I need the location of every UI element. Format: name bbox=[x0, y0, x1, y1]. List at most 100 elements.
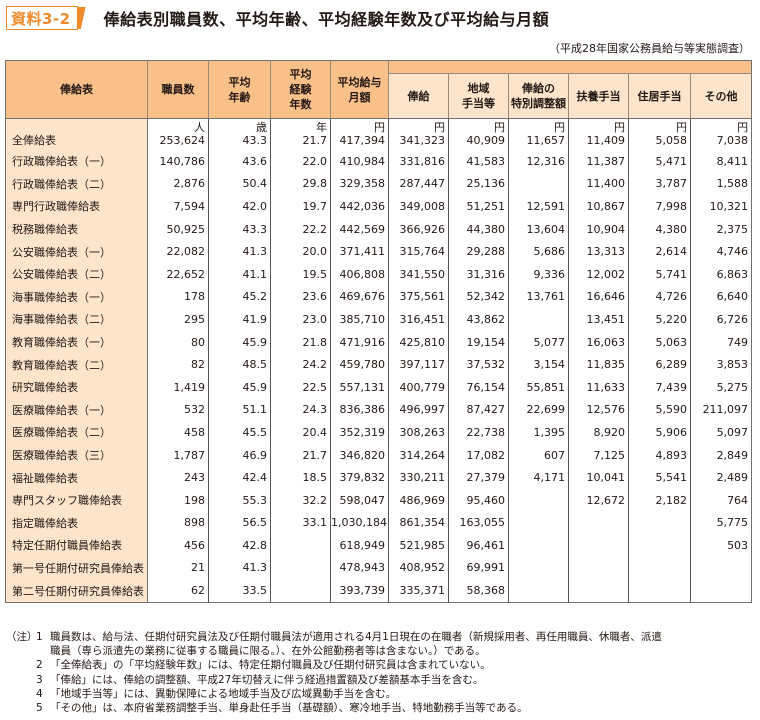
data-cell: 379,832 bbox=[330, 466, 389, 489]
table-row: 公安職俸給表（二） 22,652 41.1 19.5 406,808 341,550 31,… bbox=[5, 262, 752, 286]
data-cell: 417,394 bbox=[330, 134, 389, 150]
data-cell: 20.4 bbox=[270, 421, 331, 444]
row-label: 専門行政職俸給表 bbox=[5, 195, 148, 218]
unit-cell: 円 bbox=[737, 121, 749, 134]
table-row: 公安職俸給表（一） 22,082 41.3 20.0 371,411 315,764 29,… bbox=[5, 240, 752, 263]
data-cell: 410,984 bbox=[330, 150, 389, 173]
data-cell bbox=[508, 511, 569, 535]
data-cell: 22,699 bbox=[508, 398, 569, 422]
data-cell: 11,400 bbox=[568, 172, 629, 196]
data-cell: 10,904 bbox=[568, 217, 629, 241]
data-cell: 2,489 bbox=[716, 471, 749, 485]
data-cell: 532 bbox=[147, 398, 209, 422]
data-cell: 458 bbox=[147, 421, 209, 444]
table-row: 税務職俸給表 50,925 43.3 22.2 442,569 366,926 44,380… bbox=[5, 217, 752, 241]
header-label-line: 手当等 bbox=[462, 97, 495, 110]
data-cell: 618,949 bbox=[330, 534, 389, 557]
data-cell: 471,916 bbox=[330, 330, 389, 354]
data-cell: 96,461 bbox=[448, 534, 509, 557]
data-cell: 43.3 bbox=[208, 217, 271, 241]
data-cell: 598,047 bbox=[330, 488, 389, 512]
data-cell: 315,764 bbox=[388, 240, 449, 263]
footnote-text: 職員（専ら派遣先の業務に従事する職員に限る。）、在外公館勤務者等は含まない。）で… bbox=[50, 645, 486, 658]
header-label-line: その他 bbox=[704, 89, 738, 103]
data-cell: 24.3 bbox=[270, 398, 331, 422]
data-cell: 425,810 bbox=[388, 330, 449, 354]
data-cell: 51,251 bbox=[448, 195, 509, 218]
data-cell: 12,672 bbox=[568, 488, 629, 512]
data-cell: 478,943 bbox=[330, 556, 389, 580]
data-cell bbox=[508, 308, 569, 331]
data-cell: 50.4 bbox=[208, 172, 271, 196]
page-title: 俸給表別職員数、平均年齢、平均経験年数及び平均給与月額 bbox=[103, 10, 550, 29]
footnote-line: 職員（専ら派遣先の業務に従事する職員に限る。）、在外公館勤務者等は含まない。）で… bbox=[6, 644, 756, 658]
data-cell: 2,876 bbox=[147, 172, 209, 196]
data-cell: 11,387 bbox=[568, 150, 629, 173]
row-label: 全俸給表 bbox=[5, 134, 148, 150]
data-cell bbox=[270, 556, 331, 580]
data-cell: 42.8 bbox=[208, 534, 271, 557]
data-cell: 41.9 bbox=[208, 308, 271, 331]
footnote-prefix bbox=[6, 673, 36, 687]
data-cell: 21.8 bbox=[270, 330, 331, 354]
header-label-line: 月額 bbox=[348, 90, 371, 104]
data-cell: 43,862 bbox=[448, 308, 509, 331]
data-cell: 4,726 bbox=[628, 285, 691, 309]
footnote-prefix bbox=[6, 658, 36, 672]
unit-cell: 円 bbox=[628, 118, 691, 134]
units-row-label bbox=[5, 118, 148, 134]
data-cell: 5,741 bbox=[628, 262, 691, 286]
data-cell: 16,646 bbox=[568, 285, 629, 309]
data-cell: 366,926 bbox=[388, 217, 449, 241]
table-row: 医療職俸給表（二） 458 45.5 20.4 352,319 308,263 22,738… bbox=[5, 421, 752, 444]
data-cell: 50,925 bbox=[147, 217, 209, 241]
data-cell: 21 bbox=[147, 556, 209, 580]
footnote-number: 3 bbox=[36, 673, 43, 686]
data-cell: 25,136 bbox=[448, 172, 509, 196]
data-cell bbox=[568, 579, 629, 603]
data-cell: 140,786 bbox=[147, 150, 209, 173]
data-cell bbox=[568, 511, 629, 535]
data-cell: 2,614 bbox=[628, 240, 691, 263]
data-cell: 346,820 bbox=[330, 443, 389, 467]
row-label: 指定職俸給表 bbox=[5, 511, 148, 535]
data-cell: 330,211 bbox=[388, 466, 449, 489]
row-label: 医療職俸給表（二） bbox=[5, 421, 148, 444]
data-cell: 41.1 bbox=[208, 262, 271, 286]
data-cell: 43.6 bbox=[208, 150, 271, 173]
data-cell: 20.0 bbox=[270, 240, 331, 263]
data-cell: 375,561 bbox=[388, 285, 449, 309]
data-cell: 314,264 bbox=[388, 443, 449, 467]
data-cell: 385,710 bbox=[330, 308, 389, 331]
data-cell: 22.5 bbox=[270, 375, 331, 399]
data-cell: 5,906 bbox=[628, 421, 691, 444]
data-cell: 31,316 bbox=[448, 262, 509, 286]
data-cell: 22.2 bbox=[270, 217, 331, 241]
data-cell: 442,036 bbox=[330, 195, 389, 218]
data-cell: 43.3 bbox=[208, 134, 271, 150]
row-label: 福祉職俸給表 bbox=[5, 466, 148, 489]
footnote-text: 職員数は、給与法、任期付研究員法及び任期付職員法が適用される4月1日現在の在職者… bbox=[50, 631, 662, 643]
footnote-prefix: （注） bbox=[6, 631, 38, 643]
column-header-7: 俸給の 特別調整額 bbox=[508, 73, 569, 119]
footnote-number: 5 bbox=[36, 702, 43, 715]
table-row: 医療職俸給表（三） 1,787 46.9 21.7 346,820 314,264 17,0… bbox=[5, 443, 752, 467]
data-cell: 12,002 bbox=[568, 262, 629, 286]
data-cell: 16,063 bbox=[568, 330, 629, 354]
data-cell: 51.1 bbox=[208, 398, 271, 422]
data-cell: 41.3 bbox=[208, 556, 271, 580]
data-cell: 7,439 bbox=[628, 375, 691, 399]
source-caption: （平成28年国家公務員給与等実態調査） bbox=[549, 42, 750, 55]
data-cell: 393,739 bbox=[330, 579, 389, 603]
data-cell: 40,909 bbox=[448, 134, 509, 150]
data-cell: 23.6 bbox=[270, 285, 331, 309]
footnote-prefix bbox=[6, 644, 36, 658]
data-cell bbox=[508, 556, 569, 580]
data-cell: 6,726 bbox=[716, 312, 749, 326]
data-cell: 44,380 bbox=[448, 217, 509, 241]
data-cell: 22,738 bbox=[448, 421, 509, 444]
footnote-number: 1 bbox=[36, 631, 43, 643]
data-cell bbox=[568, 556, 629, 580]
data-cell: 163,055 bbox=[448, 511, 509, 535]
unit-cell: 円 bbox=[330, 118, 389, 134]
